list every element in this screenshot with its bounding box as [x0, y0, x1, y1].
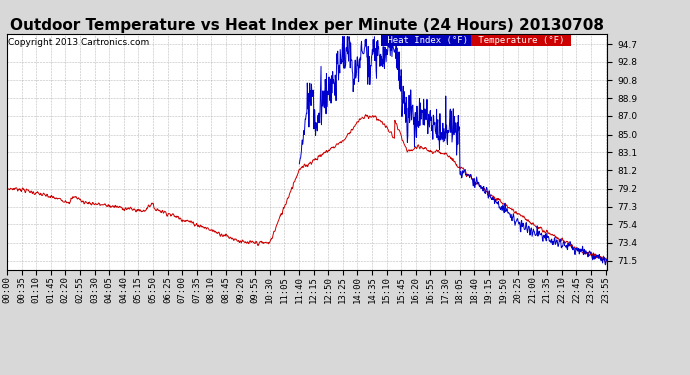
Text: Temperature (°F): Temperature (°F): [473, 36, 569, 45]
Text: Heat Index (°F): Heat Index (°F): [382, 36, 473, 45]
Text: Copyright 2013 Cartronics.com: Copyright 2013 Cartronics.com: [8, 39, 149, 48]
Title: Outdoor Temperature vs Heat Index per Minute (24 Hours) 20130708: Outdoor Temperature vs Heat Index per Mi…: [10, 18, 604, 33]
